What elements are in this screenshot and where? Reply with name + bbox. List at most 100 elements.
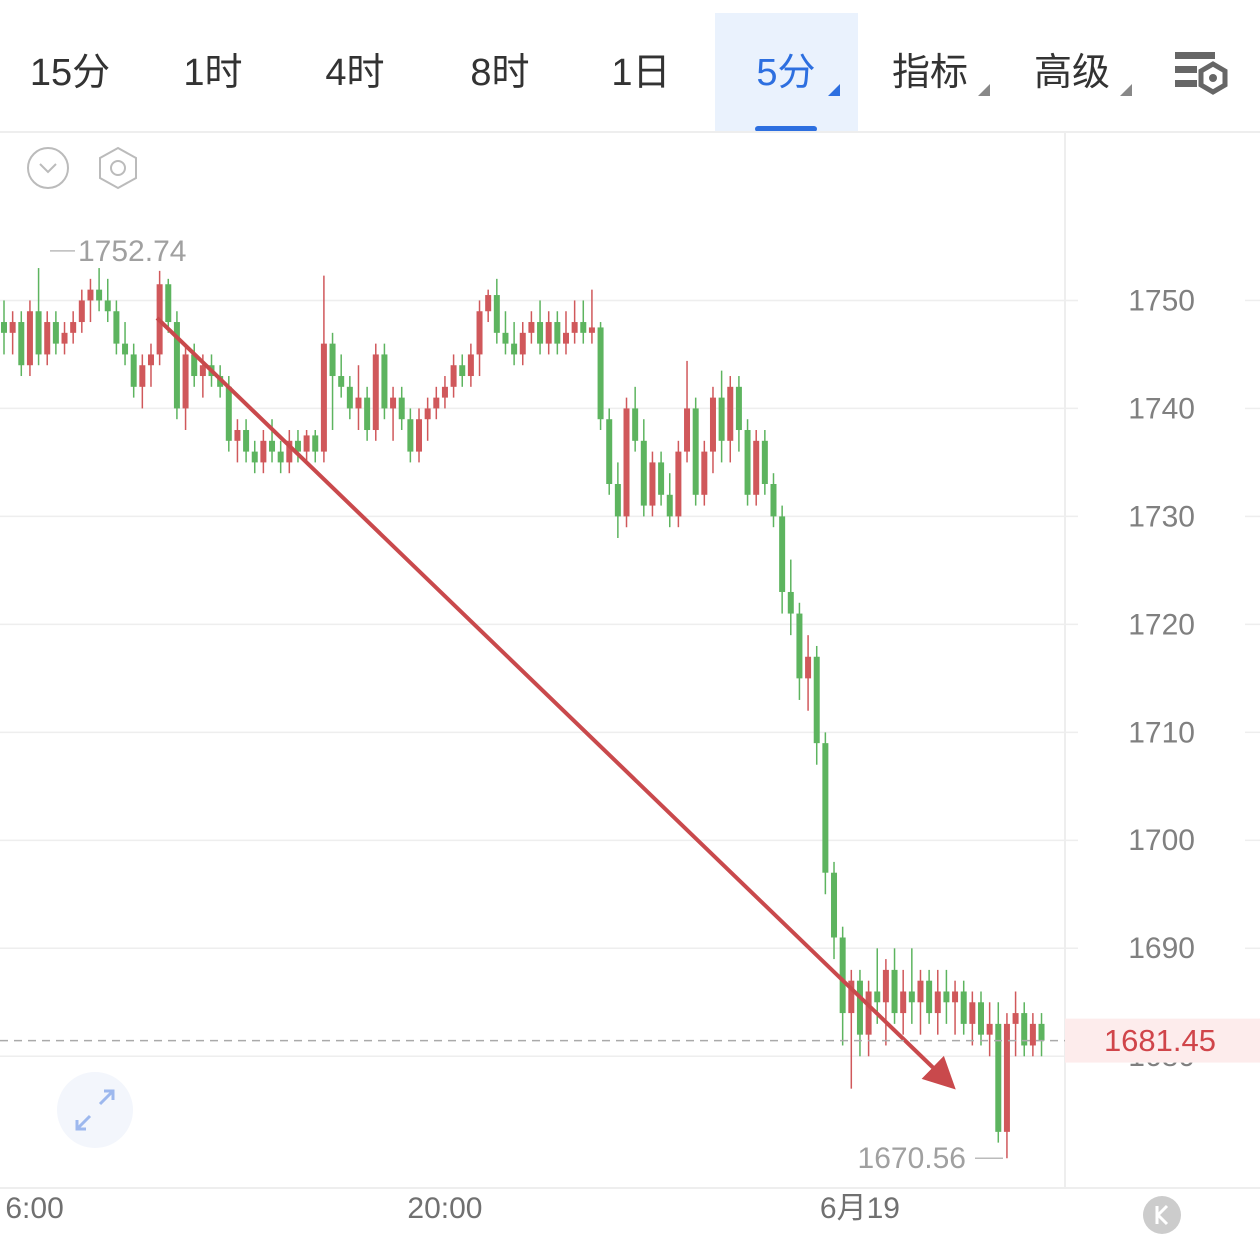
candle-body <box>269 440 276 452</box>
candle-body <box>52 322 59 344</box>
candle-body <box>701 451 708 495</box>
candle-body <box>658 462 665 495</box>
candle-body <box>441 386 448 398</box>
candle-body <box>320 343 327 452</box>
candle-body <box>632 408 639 441</box>
dropdown-caret <box>1120 84 1132 96</box>
candle-body <box>709 397 716 452</box>
x-tick-label: 6月19 <box>820 1192 900 1225</box>
candle-body <box>943 991 950 1003</box>
tab[interactable]: 指标 <box>892 52 968 94</box>
candle-body <box>995 1023 1002 1132</box>
candle-body <box>986 1023 993 1035</box>
candle-body <box>18 322 25 366</box>
candle-body <box>623 408 630 517</box>
candle-body <box>519 332 526 355</box>
candle-body <box>779 516 786 592</box>
candle-body <box>1003 1023 1010 1132</box>
candle-body <box>571 322 578 333</box>
candle-body <box>831 872 838 938</box>
candle-body <box>234 430 241 441</box>
candle-body <box>554 322 561 344</box>
candle-body <box>874 991 881 1003</box>
k-button[interactable] <box>1143 1196 1181 1234</box>
x-tick-label: 20:00 <box>407 1192 482 1225</box>
candle-body <box>1021 1013 1028 1046</box>
candle-body <box>199 365 206 377</box>
candle-body <box>562 332 569 344</box>
candle-body <box>839 937 846 1014</box>
candle-body <box>113 311 120 344</box>
settings-icon[interactable] <box>1175 52 1228 95</box>
tab[interactable]: 1日 <box>611 52 670 94</box>
candle-body <box>580 322 587 333</box>
candle-body <box>70 322 77 333</box>
tab[interactable]: 8时 <box>470 52 529 94</box>
candle-body <box>173 322 180 409</box>
candle-body <box>104 300 111 312</box>
candle-body <box>666 494 673 517</box>
candle-body <box>744 430 751 495</box>
tab[interactable]: 高级 <box>1034 52 1110 94</box>
last-price-label: 1681.45 <box>1104 1023 1216 1058</box>
tab[interactable]: 5分 <box>756 52 815 94</box>
candle-body <box>865 991 872 1035</box>
active-tab-bg <box>715 13 858 132</box>
candle-body <box>243 430 250 452</box>
candle-body <box>251 451 258 463</box>
tab[interactable]: 4时 <box>325 52 384 94</box>
candle-body <box>372 354 379 431</box>
candle-body <box>182 354 189 409</box>
candle-body <box>277 451 284 463</box>
indicator-settings-icon[interactable] <box>99 146 137 190</box>
y-tick-label: 1740 <box>1128 392 1195 425</box>
candle-body <box>424 408 431 420</box>
candle-body <box>882 969 889 1003</box>
candle-body <box>1029 1023 1036 1046</box>
y-tick-label: 1730 <box>1128 500 1195 533</box>
trend-arrow <box>155 316 956 1090</box>
candle-body <box>960 991 967 1024</box>
min-price-label: 1670.56 <box>858 1142 966 1175</box>
candle-body <box>813 656 820 744</box>
last-price-tag <box>1065 1018 1260 1063</box>
candle-body <box>753 440 760 495</box>
candle-body <box>364 397 371 431</box>
candle-body <box>26 311 33 366</box>
tab[interactable]: 15分 <box>30 52 110 94</box>
y-tick-label: 1710 <box>1128 716 1195 749</box>
candle-body <box>502 332 509 344</box>
y-tick-label: 1700 <box>1128 824 1195 857</box>
dropdown-caret <box>978 84 990 96</box>
candle-body <box>191 354 198 377</box>
collapse-icon[interactable] <box>27 147 69 189</box>
annotations: 1752.74 1670.56 1681.45 <box>0 235 1260 1175</box>
candle-body <box>225 386 232 441</box>
candle-body <box>735 386 742 431</box>
candles <box>1 268 1045 1159</box>
candle-body <box>588 327 595 333</box>
candle-body <box>1038 1023 1045 1041</box>
candle-body <box>35 311 42 355</box>
candle-body <box>312 435 319 452</box>
candle-body <box>286 440 293 463</box>
candle-body <box>684 408 691 452</box>
candle-body <box>848 980 855 1014</box>
candle-body <box>891 969 898 1014</box>
candle-body <box>416 419 423 452</box>
candle-body <box>459 365 466 377</box>
candle-body <box>493 295 500 333</box>
candle-body <box>1012 1013 1019 1024</box>
max-price-label: 1752.74 <box>78 235 186 268</box>
candle-body <box>528 322 535 333</box>
expand-button[interactable] <box>57 1072 133 1148</box>
candle-body <box>44 322 51 355</box>
tab[interactable]: 1时 <box>183 52 242 94</box>
candle-body <box>977 1002 984 1035</box>
candle-body <box>761 440 768 484</box>
candle-body <box>796 613 803 679</box>
candle-body <box>61 332 68 344</box>
candle-body <box>917 980 924 1003</box>
candle-body <box>96 289 103 301</box>
candle-body <box>900 991 907 1014</box>
